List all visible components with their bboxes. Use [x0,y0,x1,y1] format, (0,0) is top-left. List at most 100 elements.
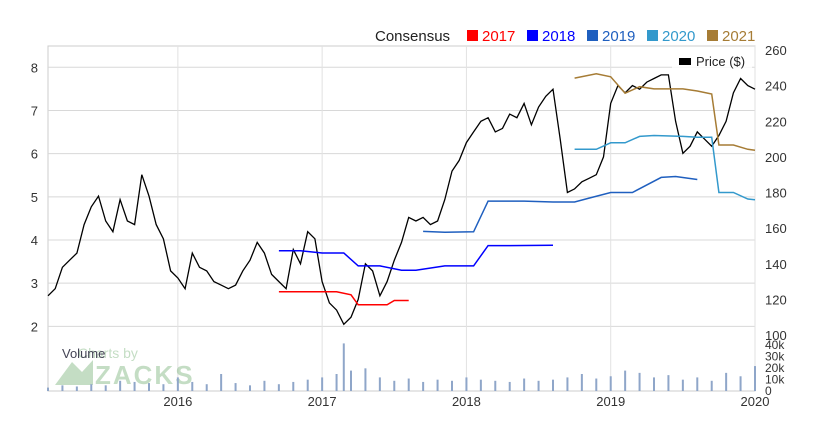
series-line-2018 [278,244,554,271]
right-tick-label: 220 [765,114,787,129]
left-tick-label: 2 [31,319,38,334]
volume-bar [133,381,136,391]
volume-bar [364,368,367,391]
legend-label-2021: 2021 [722,28,755,45]
x-tick-label: 2016 [163,394,192,409]
right-tick-label: 120 [765,292,787,307]
volume-bar [595,378,598,391]
left-axis: 2 3 4 5 6 7 8 [31,60,38,334]
right-tick-label: 260 [765,43,787,58]
price-legend: Price ($) [672,50,752,72]
volume-bar [205,384,208,391]
volume-bar [350,370,352,391]
volume-bar [422,381,425,391]
volume-bar [119,380,122,391]
volume-bar [342,343,345,391]
x-tick-label: 2018 [452,394,481,409]
volume-bar [725,372,728,391]
legend-swatch-2020 [647,30,658,41]
x-tick-label: 2019 [596,394,625,409]
left-tick-label: 5 [31,190,38,205]
volume-bar [90,384,93,391]
legend-swatch-2018 [527,30,538,41]
watermark-text: Charts by [78,345,138,361]
right-tick-label: 240 [765,79,787,94]
x-tick-label: 2020 [741,394,770,409]
right-tick-label: 200 [765,150,787,165]
volume-bar [148,383,150,391]
volume-bar [566,377,569,391]
x-axis: 2016 2017 2018 2019 2020 [163,394,769,409]
volume-bar [681,379,684,391]
volume-bar [249,385,251,391]
volume-bar [754,366,756,391]
volume-bar [104,385,107,391]
volume-label: Volume [62,346,105,361]
series-line-2019 [423,175,698,233]
volume-bar [609,376,612,391]
price-swatch [679,58,691,65]
watermark-brand: ZACKS [95,360,195,390]
series-lines [47,73,756,326]
volume-bar [710,380,713,391]
left-tick-label: 7 [31,103,38,118]
grid [48,46,756,391]
volume-bar [234,383,237,391]
volume-bar [508,381,511,391]
volume-bar [580,374,583,391]
volume-bar [667,375,670,391]
right-tick-label: 140 [765,257,787,272]
legend-swatch-2021 [707,30,718,41]
volume-bar [537,380,540,391]
volume-bar [739,376,742,391]
legend-swatch-2017 [467,30,478,41]
volume-bar [75,386,78,391]
volume-bar [494,380,497,391]
left-tick-label: 8 [31,60,38,75]
volume-bar [162,384,165,391]
legend-label-2020: 2020 [662,28,695,45]
volume-bar [335,374,338,391]
volume-bar [393,380,396,391]
right-tick-label: 100 [765,328,787,343]
series-line-2017 [278,291,409,306]
volume-tick-label: 20k [765,361,785,375]
volume-bar [378,377,381,391]
legend-label-2017: 2017 [482,28,515,45]
volume-bar [407,378,410,391]
volume-bar [696,377,699,391]
volume-bar [292,381,295,391]
legend-label-2019: 2019 [602,28,635,45]
legend-label-2018: 2018 [542,28,575,45]
volume-bar [436,379,439,391]
left-tick-label: 3 [31,276,38,291]
volume-bar [465,377,468,391]
x-tick-label: 2017 [308,394,337,409]
volume-bar [47,387,49,391]
volume-tick-label: 10k [765,373,785,387]
left-tick-label: 4 [31,233,38,248]
zacks-arrow-icon [55,360,93,385]
series-line-2021 [574,73,756,151]
watermark: Charts by ZACKS [55,345,195,390]
volume-bar [220,374,223,391]
volume-tick-label: 40k [765,338,785,352]
volume-bar [61,385,64,391]
series-line-2020 [574,134,756,201]
volume-tick-label: 30k [765,350,785,364]
volume-bar [277,384,280,391]
volume-bar [321,377,324,391]
volume-bar [306,379,309,391]
price-label: Price ($) [696,54,745,69]
series-line-price [47,74,756,326]
right-tick-label: 180 [765,186,787,201]
volume-bar [638,372,641,391]
legend: Consensus 2017 2018 2019 2020 2021 [375,28,755,45]
volume-bar [479,379,482,391]
legend-title: Consensus [375,28,450,45]
left-tick-label: 6 [31,147,38,162]
volume-bar [176,377,179,391]
volume-bar [653,377,655,391]
